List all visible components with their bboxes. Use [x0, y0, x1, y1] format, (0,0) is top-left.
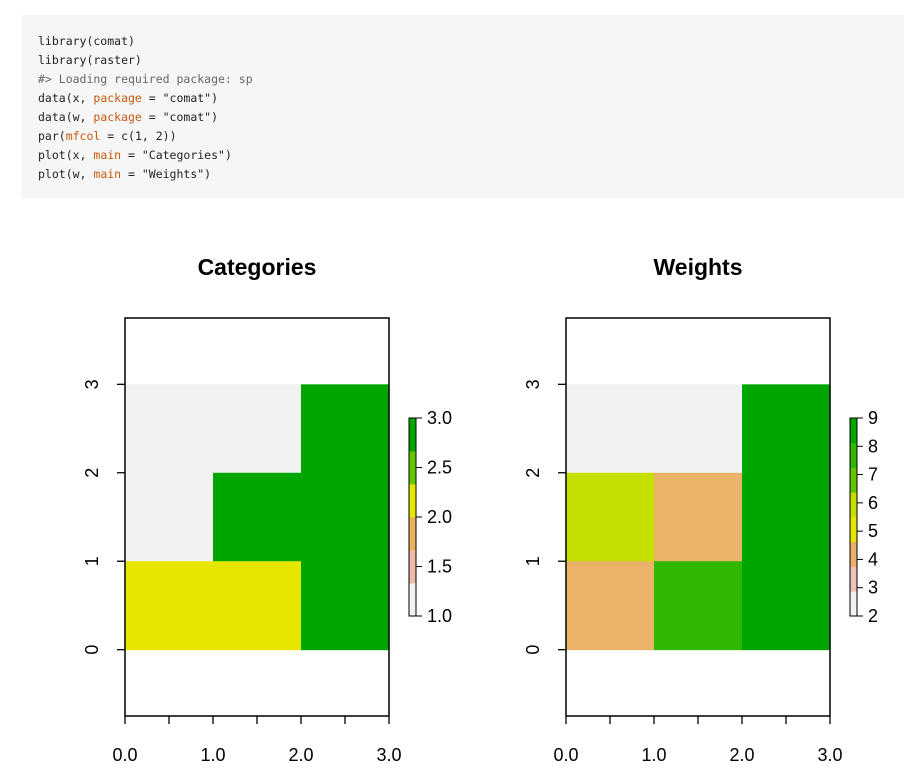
y-tick-label: 1 [82, 556, 102, 566]
code-text: plot(x, [38, 148, 94, 162]
x-tick-label: 0.0 [112, 745, 137, 765]
x-tick-label: 3.0 [376, 745, 401, 765]
legend-color-step [850, 442, 857, 468]
code-text: library(raster) [38, 53, 142, 67]
raster-cell [125, 561, 214, 651]
y-tick-label: 0 [82, 645, 102, 655]
raster-cell [566, 561, 655, 651]
raster-cell [654, 561, 743, 651]
code-argument: mfcol [65, 129, 101, 143]
code-text: = "comat") [141, 91, 219, 105]
code-line: library(raster) [38, 51, 904, 70]
legend-color-step [409, 484, 416, 518]
code-text: library(comat) [38, 34, 135, 48]
legend-color-step [850, 591, 857, 617]
legend-color-step [409, 418, 416, 452]
x-tick-label: 2.0 [288, 745, 313, 765]
legend-color-step [850, 517, 857, 543]
code-line: data(w, package = "comat") [38, 108, 904, 127]
chart-title: Weights [653, 254, 742, 280]
raster-cell [566, 384, 655, 474]
raster-cell [125, 472, 214, 562]
raster-cell [125, 384, 214, 474]
y-tick-label: 0 [523, 645, 543, 655]
y-tick-label: 3 [523, 379, 543, 389]
legend-color-step [850, 492, 857, 518]
raster-cell [213, 384, 302, 474]
raster-cell [301, 472, 390, 562]
code-line: plot(w, main = "Weights") [38, 165, 904, 184]
code-text: = "Weights") [121, 167, 212, 181]
code-line: #> Loading required package: sp [38, 70, 904, 89]
x-tick-label: 1.0 [641, 745, 666, 765]
code-block: library(comat) library(raster) #> Loading … [22, 15, 904, 198]
legend-tick-label: 3.0 [427, 408, 452, 428]
code-argument: package [93, 110, 142, 124]
legend-color-step [850, 418, 857, 444]
legend-color-step [850, 467, 857, 493]
raster-cell [213, 561, 302, 651]
raster-cell [213, 472, 302, 562]
legend-tick-label: 1.5 [427, 557, 452, 577]
legend-color-step [409, 517, 416, 551]
raster-cell [301, 561, 390, 651]
legend-tick-label: 7 [868, 465, 878, 485]
legend-color-step [850, 541, 857, 567]
y-tick-label: 3 [82, 379, 102, 389]
raster-cell [566, 472, 655, 562]
weights-panel: Weights 0.0 1.0 2.0 3.0 0 1 2 3 2 3 4 5 6 7 8 9 [523, 254, 878, 765]
legend-bar [849, 417, 858, 617]
legend-color-step [850, 566, 857, 592]
code-text: = "comat") [141, 110, 219, 124]
code-line: data(x, package = "comat") [38, 89, 904, 108]
legend-color-step [409, 583, 416, 617]
chart-title: Categories [198, 254, 317, 280]
raster-cell [742, 384, 831, 474]
legend-color-step [409, 451, 416, 485]
code-argument: package [93, 91, 142, 105]
code-argument: main [93, 167, 122, 181]
y-tick-label: 2 [523, 468, 543, 478]
raster-cell [742, 472, 831, 562]
legend-tick-label: 2.0 [427, 507, 452, 527]
code-text: = "Categories") [121, 148, 232, 162]
x-tick-label: 3.0 [817, 745, 842, 765]
legend-tick-label: 2.5 [427, 458, 452, 478]
code-text: par( [38, 129, 66, 143]
legend-tick-label: 1.0 [427, 606, 452, 626]
y-tick-label: 2 [82, 468, 102, 478]
raster-cell [742, 561, 831, 651]
legend-tick-label: 8 [868, 436, 878, 456]
code-argument: main [93, 148, 122, 162]
legend-color-step [409, 550, 416, 584]
x-tick-label: 0.0 [553, 745, 578, 765]
legend-tick-label: 4 [868, 549, 878, 569]
legend-tick-label: 3 [868, 578, 878, 598]
legend-tick-label: 9 [868, 408, 878, 428]
code-line: plot(x, main = "Categories") [38, 146, 904, 165]
code-text: data(w, [38, 110, 94, 124]
legend-tick-label: 5 [868, 521, 878, 541]
code-comment: #> Loading required package: sp [38, 72, 253, 86]
legend-tick-label: 2 [868, 606, 878, 626]
code-line: library(comat) [38, 32, 904, 51]
code-text: = c(1, 2)) [100, 129, 177, 143]
raster-cell [654, 384, 743, 474]
categories-panel: Categories 0.0 1.0 2.0 3.0 0 1 2 3 1.0 1.5 2.0 2.5 3… [82, 254, 452, 765]
y-tick-label: 1 [523, 556, 543, 566]
legend-tick-label: 6 [868, 493, 878, 513]
raster-cell [654, 472, 743, 562]
code-line: par(mfcol = c(1, 2)) [38, 127, 904, 146]
x-tick-label: 1.0 [200, 745, 225, 765]
raster-cell [301, 384, 390, 474]
code-text: data(x, [38, 91, 94, 105]
x-tick-label: 2.0 [729, 745, 754, 765]
code-text: plot(w, [38, 167, 94, 181]
